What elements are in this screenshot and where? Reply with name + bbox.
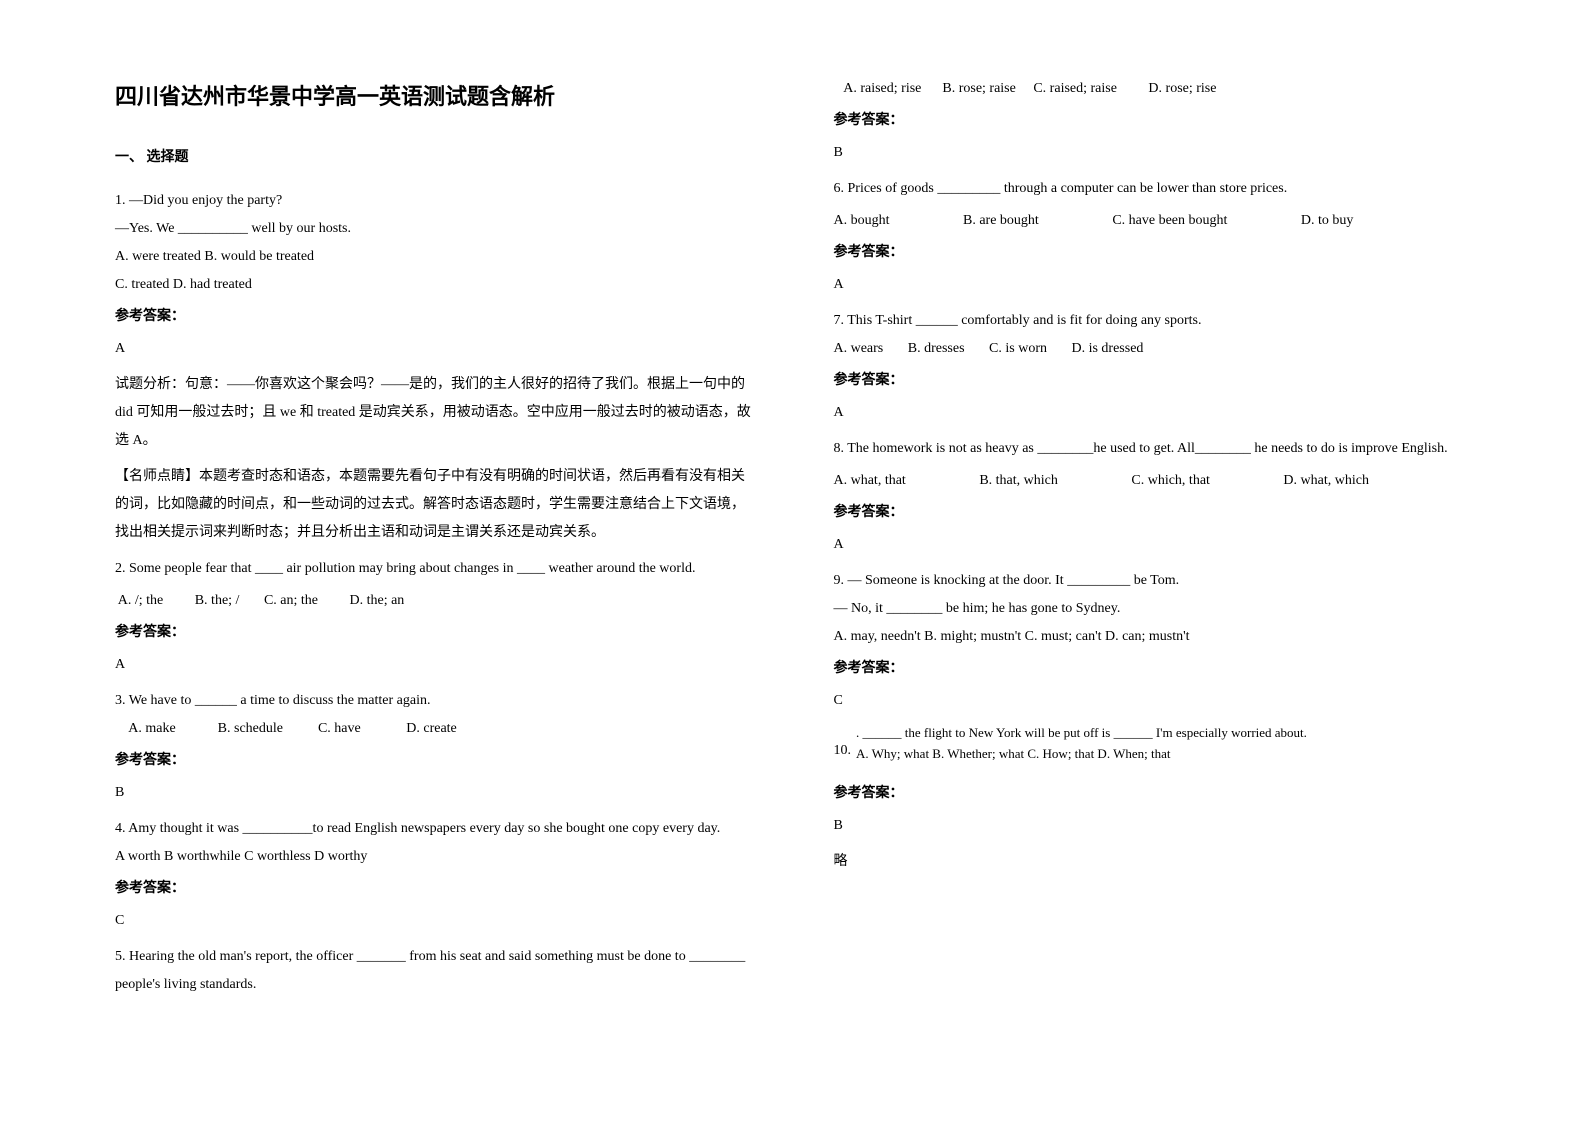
- answer-label: 参考答案：: [834, 367, 1473, 395]
- answer-label: 参考答案：: [834, 780, 1473, 808]
- q6-answer: A: [834, 271, 1473, 299]
- q10-answer: B: [834, 812, 1473, 840]
- question-9: 9. — Someone is knocking at the door. It…: [834, 567, 1473, 651]
- question-4: 4. Amy thought it was __________to read …: [115, 815, 754, 871]
- q4-options: A worth B worthwhile C worthless D worth…: [115, 843, 754, 871]
- q3-text: 3. We have to ______ a time to discuss t…: [115, 687, 754, 715]
- q10-text1: . ______ the flight to New York will be …: [856, 723, 1307, 744]
- question-1: 1. —Did you enjoy the party? —Yes. We __…: [115, 187, 754, 299]
- q8-text: 8. The homework is not as heavy as _____…: [834, 435, 1473, 463]
- right-column: A. raised; rise B. rose; raise C. raised…: [794, 75, 1488, 1047]
- q2-text: 2. Some people fear that ____ air pollut…: [115, 555, 754, 583]
- q5-answer: B: [834, 139, 1473, 167]
- answer-label: 参考答案：: [834, 107, 1473, 135]
- question-2: 2. Some people fear that ____ air pollut…: [115, 555, 754, 583]
- q2-answer: A: [115, 651, 754, 679]
- answer-label: 参考答案：: [115, 747, 754, 775]
- q4-answer: C: [115, 907, 754, 935]
- q4-text: 4. Amy thought it was __________to read …: [115, 815, 754, 843]
- answer-label: 参考答案：: [834, 655, 1473, 683]
- q8-opt-a: A. what, that: [834, 467, 906, 495]
- question-3: 3. We have to ______ a time to discuss t…: [115, 687, 754, 743]
- answer-label: 参考答案：: [834, 239, 1473, 267]
- q8-opt-c: C. which, that: [1131, 467, 1210, 495]
- q8-answer: A: [834, 531, 1473, 559]
- q10-number: 10.: [834, 737, 852, 765]
- left-column: 四川省达州市华景中学高一英语测试题含解析 一、 选择题 1. —Did you …: [100, 75, 794, 1047]
- question-10: 10. . ______ the flight to New York will…: [834, 723, 1473, 765]
- q9-options: A. may, needn't B. might; mustn't C. mus…: [834, 623, 1473, 651]
- q5-text: 5. Hearing the old man's report, the off…: [115, 943, 754, 999]
- q6-opt-b: B. are bought: [963, 207, 1039, 235]
- question-7: 7. This T-shirt ______ comfortably and i…: [834, 307, 1473, 363]
- section-header: 一、 选择题: [115, 144, 754, 172]
- question-5: 5. Hearing the old man's report, the off…: [115, 943, 754, 999]
- q2-options: A. /; the B. the; / C. an; the D. the; a…: [115, 587, 754, 615]
- answer-label: 参考答案：: [115, 619, 754, 647]
- q3-options: A. make B. schedule C. have D. create: [115, 715, 754, 743]
- q7-text: 7. This T-shirt ______ comfortably and i…: [834, 307, 1473, 335]
- q9-answer: C: [834, 687, 1473, 715]
- q1-options2: C. treated D. had treated: [115, 271, 754, 299]
- q9-line1: 9. — Someone is knocking at the door. It…: [834, 567, 1473, 595]
- q1-explanation2: 【名师点睛】本题考查时态和语态，本题需要先看句子中有没有明确的时间状语，然后再看…: [115, 463, 754, 547]
- q1-options1: A. were treated B. would be treated: [115, 243, 754, 271]
- q1-explanation1: 试题分析：句意：——你喜欢这个聚会吗？——是的，我们的主人很好的招待了我们。根据…: [115, 371, 754, 455]
- q10-text2: A. Why; what B. Whether; what C. How; th…: [856, 744, 1307, 765]
- question-6: 6. Prices of goods _________ through a c…: [834, 175, 1473, 203]
- q8-options: A. what, that B. that, which C. which, t…: [834, 467, 1473, 495]
- q1-answer: A: [115, 335, 754, 363]
- omit-text: 略: [834, 848, 1473, 876]
- q6-opt-d: D. to buy: [1301, 207, 1354, 235]
- q1-line1: 1. —Did you enjoy the party?: [115, 187, 754, 215]
- q9-line2: — No, it ________ be him; he has gone to…: [834, 595, 1473, 623]
- answer-label: 参考答案：: [115, 303, 754, 331]
- q6-opt-c: C. have been bought: [1112, 207, 1227, 235]
- document-title: 四川省达州市华景中学高一英语测试题含解析: [115, 75, 754, 119]
- q1-line2: —Yes. We __________ well by our hosts.: [115, 215, 754, 243]
- q7-answer: A: [834, 399, 1473, 427]
- q10-embedded-text: . ______ the flight to New York will be …: [856, 723, 1307, 765]
- q3-answer: B: [115, 779, 754, 807]
- q8-opt-d: D. what, which: [1283, 467, 1369, 495]
- q8-opt-b: B. that, which: [979, 467, 1058, 495]
- q6-options: A. bought B. are bought C. have been bou…: [834, 207, 1473, 235]
- q5-options: A. raised; rise B. rose; raise C. raised…: [834, 75, 1473, 103]
- q6-opt-a: A. bought: [834, 207, 890, 235]
- q6-text: 6. Prices of goods _________ through a c…: [834, 175, 1473, 203]
- answer-label: 参考答案：: [834, 499, 1473, 527]
- q7-options: A. wears B. dresses C. is worn D. is dre…: [834, 335, 1473, 363]
- answer-label: 参考答案：: [115, 875, 754, 903]
- question-8: 8. The homework is not as heavy as _____…: [834, 435, 1473, 463]
